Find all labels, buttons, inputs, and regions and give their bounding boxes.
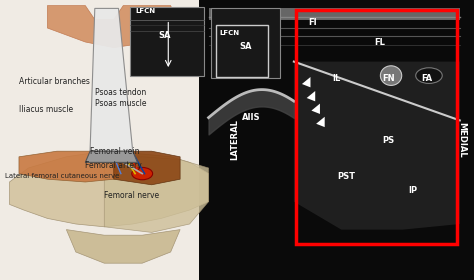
Ellipse shape (380, 66, 401, 85)
Polygon shape (66, 230, 180, 263)
Bar (216, 25, 268, 77)
Text: Lateral femoral cutaneous nerve: Lateral femoral cutaneous nerve (5, 173, 119, 179)
Text: MEDIAL: MEDIAL (458, 122, 466, 158)
Text: PST: PST (337, 172, 355, 181)
Polygon shape (47, 6, 180, 48)
Text: Femoral vein: Femoral vein (90, 147, 139, 156)
Text: Psoas tendon: Psoas tendon (95, 88, 146, 97)
Polygon shape (316, 117, 325, 127)
Text: FN: FN (383, 74, 395, 83)
Text: PS: PS (383, 136, 395, 144)
Text: Femoral artery: Femoral artery (85, 161, 142, 170)
Polygon shape (307, 91, 315, 101)
Text: LATERAL: LATERAL (230, 120, 239, 160)
Bar (211, 8, 280, 78)
Polygon shape (19, 151, 123, 182)
Polygon shape (302, 77, 310, 87)
Text: Articular branches: Articular branches (19, 77, 90, 86)
Bar (199, 0, 474, 280)
Text: SA: SA (159, 31, 171, 40)
Circle shape (132, 167, 153, 180)
Text: AIIS: AIIS (242, 113, 261, 122)
Text: LFCN: LFCN (135, 8, 155, 14)
Text: IL: IL (332, 74, 341, 83)
Bar (209, 8, 460, 20)
Text: IP: IP (408, 186, 417, 195)
Text: FL: FL (374, 38, 384, 46)
Bar (296, 10, 457, 244)
Text: Femoral nerve: Femoral nerve (104, 192, 159, 200)
Text: SA: SA (239, 42, 252, 51)
Polygon shape (104, 157, 209, 232)
Bar (0, 0, 246, 280)
Text: Psoas muscle: Psoas muscle (95, 99, 146, 108)
Text: Iliacus muscle: Iliacus muscle (19, 105, 73, 114)
Polygon shape (85, 151, 137, 162)
Polygon shape (114, 151, 180, 185)
Circle shape (416, 68, 442, 83)
Polygon shape (311, 104, 320, 114)
Polygon shape (294, 62, 460, 230)
Text: FI: FI (309, 18, 317, 27)
Bar (130, 7, 204, 76)
Polygon shape (90, 8, 133, 151)
Text: FA: FA (421, 74, 432, 83)
Polygon shape (9, 151, 209, 227)
Text: LFCN: LFCN (219, 30, 239, 36)
